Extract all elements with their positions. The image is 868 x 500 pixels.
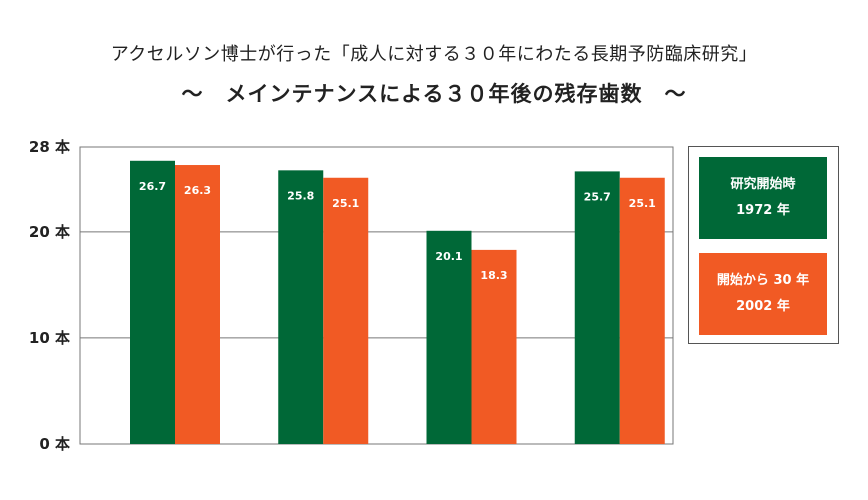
legend-sublabel-series-2: 2002 年 xyxy=(736,299,790,314)
legend-label-series-2: 開始から 30 年 xyxy=(716,273,810,288)
legend: 研究開始時 1972 年 開始から 30 年 2002 年 xyxy=(688,146,839,344)
data-label-series-1-group-3: 20.1 xyxy=(435,250,462,263)
legend-item-series-1: 研究開始時 1972 年 xyxy=(699,157,827,239)
legend-sublabel-series-1: 1972 年 xyxy=(736,203,790,218)
bar-series-2-group-3 xyxy=(471,249,517,444)
bar-series-1-group-3 xyxy=(426,230,472,444)
legend-item-series-2: 開始から 30 年 2002 年 xyxy=(699,253,827,335)
bar-series-1-group-1 xyxy=(130,160,175,444)
data-label-series-1-group-2: 25.8 xyxy=(287,189,314,202)
y-tick-label: 0 本 xyxy=(39,435,70,453)
bar-series-2-group-2 xyxy=(323,177,369,444)
data-label-series-2-group-4: 25.1 xyxy=(629,197,656,210)
y-tick-label: 20 本 xyxy=(29,223,70,241)
data-label-series-1-group-1: 26.7 xyxy=(139,180,166,193)
plot-frame xyxy=(79,146,674,445)
chart-title: アクセルソン博士が行った「成人に対する３０年にわたる長期予防臨床研究」 xyxy=(110,44,758,65)
bar-series-1-group-4 xyxy=(574,171,620,444)
bar-series-2-group-1 xyxy=(175,165,220,444)
bar-series-1-group-2 xyxy=(278,170,324,445)
legend-label-series-1: 研究開始時 xyxy=(730,177,796,192)
data-label-series-2-group-2: 25.1 xyxy=(332,197,359,210)
y-tick-label: 10 本 xyxy=(29,329,70,347)
chart-subtitle: 〜 メインテナンスによる３０年後の残存歯数 〜 xyxy=(181,82,687,106)
y-tick-label: 28 本 xyxy=(29,138,70,156)
data-label-series-1-group-4: 25.7 xyxy=(584,190,611,203)
bar-series-2-group-4 xyxy=(619,177,665,444)
data-label-series-2-group-3: 18.3 xyxy=(480,269,507,282)
data-label-series-2-group-1: 26.3 xyxy=(184,184,211,197)
